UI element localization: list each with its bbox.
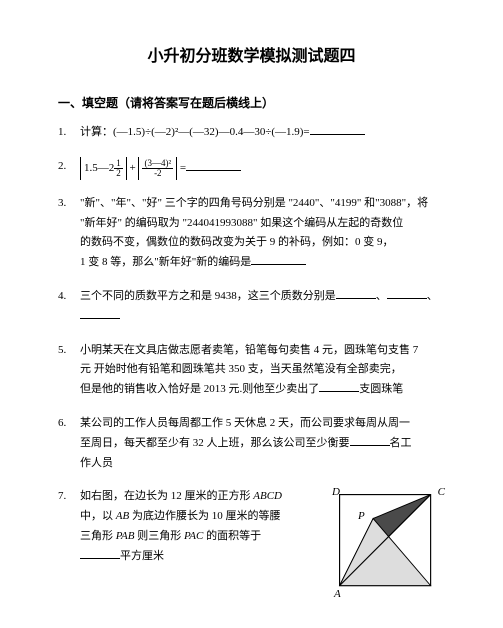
- problem-6: 6. 某公司的工作人员每周都工作 5 天休息 2 天，而公司要求每周从周一 至周…: [58, 414, 445, 473]
- problem-5-line1: 小明某天在文具店做志愿者卖笔，铅笔每句卖售 4 元，圆珠笔句支售 7: [80, 341, 445, 361]
- problem-7-line2: 中，以 AB 为底边作腰长为 10 厘米的等腰: [80, 507, 322, 527]
- answer-blank: [186, 159, 241, 171]
- problem-6-line2-wrap: 至周日，每天都至少有 32 人上班，那么该公司至少衡要 名工: [80, 434, 445, 454]
- problem-2: 2. 1.5—212 + (3—4)² -2 =: [58, 157, 445, 180]
- problem-7-line3: 三角形 PAB 则三角形 PAC 的面积等于: [80, 527, 322, 547]
- answer-blank: [319, 380, 359, 392]
- problem-7-line4-wrap: 平方厘米: [80, 547, 322, 567]
- frac-right: (3—4)² -2: [142, 159, 173, 178]
- section-header: 一、填空题（请将答案写在题后横线上）: [58, 94, 445, 111]
- problem-6-content: 某公司的工作人员每周都工作 5 天休息 2 天，而公司要求每周从周一 至周日，每…: [80, 414, 445, 473]
- p7-l3a: 三角形: [80, 530, 116, 542]
- problem-3-line1: "新"、"年"、"好" 三个字的四角号码分别是 "2440"、"4199" 和"…: [80, 194, 445, 214]
- answer-blank: [80, 307, 120, 319]
- problem-3-line4: 1 变 8 等，那么"新年好"新的编码是: [80, 256, 251, 268]
- p7-l3b: PAB: [116, 530, 135, 542]
- plus-sign: +: [130, 162, 136, 174]
- problem-5-line3-suffix: 支圆珠笔: [359, 383, 403, 395]
- problem-5: 5. 小明某天在文具店做志愿者卖笔，铅笔每句卖售 4 元，圆珠笔句支售 7 元 …: [58, 341, 445, 400]
- p7-l2a: 中，以: [80, 510, 116, 522]
- p7-l2c: 为底边作腰长为 10 厘米的等腰: [129, 510, 280, 522]
- problem-5-line2: 元 开始时他有铅笔和圆珠笔共 350 支，当天虽然笔没有全部卖完，: [80, 360, 445, 380]
- problem-4: 4. 三个不同的质数平方之和是 9438，这三个质数分别是、、: [58, 287, 445, 327]
- answer-blank: [80, 547, 120, 559]
- problem-4-num: 4.: [58, 287, 80, 327]
- p7-l2b: AB: [116, 510, 129, 522]
- problem-7-num: 7.: [58, 487, 80, 600]
- problem-3-line2: "新年好" 的编码取为 "244041993088" 如果这个编码从左起的奇数位: [80, 214, 445, 234]
- problem-5-line3-wrap: 但是他的销售收入恰好是 2013 元.则他至少卖出了 支圆珠笔: [80, 380, 445, 400]
- problem-5-line3: 但是他的销售收入恰好是 2013 元.则他至少卖出了: [80, 383, 319, 395]
- answer-blank: [336, 287, 376, 299]
- label-D: D: [332, 483, 340, 503]
- p7-l3d: PAC: [184, 530, 203, 542]
- problem-1-content: 计算：(—1.5)÷(—2)²—(—32)—0.4—30÷(—1.9)=: [80, 123, 445, 143]
- frac-den: 2: [114, 169, 123, 178]
- problem-5-content: 小明某天在文具店做志愿者卖笔，铅笔每句卖售 4 元，圆珠笔句支售 7 元 开始时…: [80, 341, 445, 400]
- problem-7-line1: 如右图，在边长为 12 厘米的正方形 ABCD: [80, 487, 322, 507]
- problem-5-num: 5.: [58, 341, 80, 400]
- problem-7-text: 如右图，在边长为 12 厘米的正方形 ABCD 中，以 AB 为底边作腰长为 1…: [80, 487, 322, 600]
- problem-6-line3: 作人员: [80, 454, 445, 474]
- problem-2-content: 1.5—212 + (3—4)² -2 =: [80, 157, 445, 180]
- p7-l3c: 则三角形: [135, 530, 185, 542]
- problem-1-text: 计算：(—1.5)÷(—2)²—(—32)—0.4—30÷(—1.9)=: [80, 126, 310, 138]
- p7-l1b: ABCD: [253, 490, 282, 502]
- problem-3: 3. "新"、"年"、"好" 三个字的四角号码分别是 "2440"、"4199"…: [58, 194, 445, 273]
- p7-l3e: 的面积等于: [203, 530, 261, 542]
- abs-left-val: 1.5: [84, 162, 98, 174]
- problem-6-line2-suffix: 名工: [390, 437, 412, 449]
- label-C: C: [438, 483, 445, 503]
- problem-1-num: 1.: [58, 123, 80, 143]
- abs-expr-left: 1.5—212: [80, 157, 127, 180]
- problem-7-line4: 平方厘米: [120, 550, 164, 562]
- problem-4-text: 三个不同的质数平方之和是 9438，这三个质数分别是: [80, 290, 336, 302]
- p7-l1a: 如右图，在边长为 12 厘米的正方形: [80, 490, 253, 502]
- problem-3-content: "新"、"年"、"好" 三个字的四角号码分别是 "2440"、"4199" 和"…: [80, 194, 445, 273]
- problem-6-num: 6.: [58, 414, 80, 473]
- problem-3-num: 3.: [58, 194, 80, 273]
- problem-2-num: 2.: [58, 157, 80, 180]
- problem-6-line2: 至周日，每天都至少有 32 人上班，那么该公司至少衡要: [80, 437, 350, 449]
- problem-7-diagram: D C A P: [330, 485, 445, 600]
- page-title: 小升初分班数学模拟测试题四: [58, 42, 445, 66]
- frac-right-den: -2: [152, 169, 164, 178]
- answer-blank: [310, 123, 365, 135]
- problem-3-line3: 的数码不变，偶数位的数码改变为关于 9 的补码，例如：0 变 9，: [80, 233, 445, 253]
- answer-blank: [387, 287, 427, 299]
- answer-blank: [251, 253, 306, 265]
- problem-6-line1: 某公司的工作人员每周都工作 5 天休息 2 天，而公司要求每周从周一: [80, 414, 445, 434]
- problem-7-content: 如右图，在边长为 12 厘米的正方形 ABCD 中，以 AB 为底边作腰长为 1…: [80, 487, 445, 600]
- mixed-frac: 212: [109, 159, 123, 178]
- label-P: P: [358, 507, 365, 527]
- problem-7: 7. 如右图，在边长为 12 厘米的正方形 ABCD 中，以 AB 为底边作腰长…: [58, 487, 445, 600]
- problem-1: 1. 计算：(—1.5)÷(—2)²—(—32)—0.4—30÷(—1.9)=: [58, 123, 445, 143]
- problem-3-line4-wrap: 1 变 8 等，那么"新年好"新的编码是: [80, 253, 445, 273]
- frac: 12: [114, 159, 123, 178]
- abs-expr-right: (3—4)² -2: [138, 157, 177, 180]
- label-A: A: [334, 585, 341, 605]
- problem-4-content: 三个不同的质数平方之和是 9438，这三个质数分别是、、: [80, 287, 445, 327]
- answer-blank: [350, 434, 390, 446]
